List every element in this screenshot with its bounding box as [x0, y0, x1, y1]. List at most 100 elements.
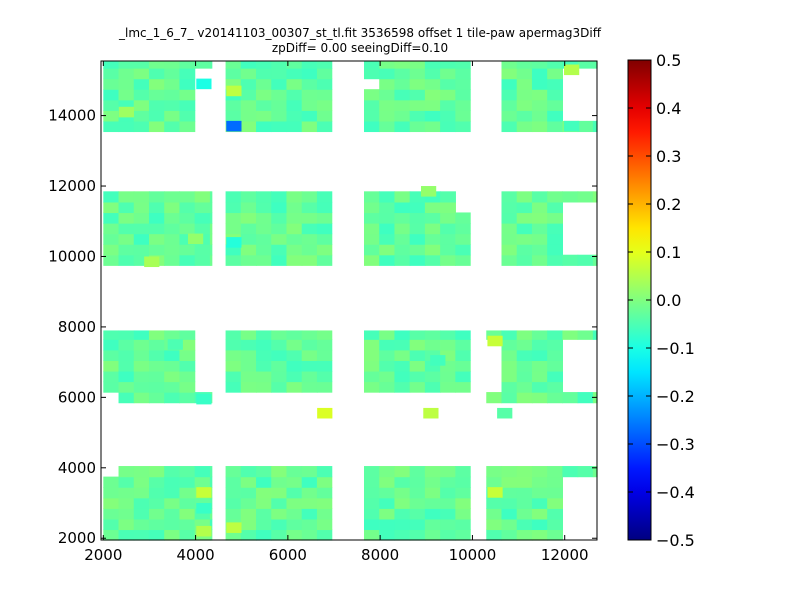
heatmap-cell — [103, 508, 120, 520]
heatmap-cell — [164, 120, 181, 133]
heatmap-cell — [516, 212, 533, 224]
heatmap-cell — [240, 497, 257, 509]
heatmap-cell — [164, 349, 181, 361]
heatmap-cell — [440, 487, 456, 499]
y-tick-label: 8000 — [58, 318, 96, 336]
heatmap-cell — [179, 191, 196, 203]
heatmap-cell — [301, 254, 318, 266]
heatmap-cell — [531, 223, 548, 235]
heatmap-cell — [271, 349, 288, 361]
heatmap-cell — [256, 78, 272, 90]
heatmap-cell — [240, 61, 257, 69]
heatmap-cell — [440, 381, 456, 393]
heatmap-cell — [501, 254, 518, 266]
heatmap-cell — [531, 68, 548, 80]
colorbar-tick-label: 0.1 — [656, 243, 681, 262]
heatmap-cell — [133, 518, 150, 531]
heatmap-cell-outlier — [564, 120, 580, 132]
heatmap-cell — [118, 68, 135, 80]
heatmap-cell — [240, 254, 257, 266]
heatmap-cell — [179, 370, 196, 383]
heatmap-cell — [547, 339, 563, 351]
heatmap-cell — [256, 476, 272, 488]
heatmap-cell — [424, 487, 441, 499]
heatmap-cell — [394, 487, 411, 499]
heatmap-cell — [194, 244, 211, 256]
heatmap-cell — [240, 223, 257, 235]
heatmap-cell — [424, 61, 441, 69]
colorbar-tick-label: 0.0 — [656, 291, 681, 310]
plot-frame — [100, 60, 598, 541]
heatmap-cell — [547, 89, 563, 101]
chart-subtitle: zpDiff= 0.00 seeingDiff=0.10 — [271, 41, 449, 55]
heatmap-cell — [133, 223, 150, 235]
heatmap-cell — [118, 233, 135, 245]
heatmap-cell — [547, 518, 563, 531]
heatmap-cell — [364, 529, 380, 541]
heatmap-cell — [148, 339, 165, 351]
heatmap-cell — [118, 61, 135, 69]
heatmap-cell — [118, 349, 135, 361]
heatmap-cell — [394, 110, 411, 122]
heatmap-cell — [379, 508, 396, 520]
heatmap-cell — [516, 370, 533, 383]
heatmap-cell — [164, 370, 181, 383]
heatmap-cell — [179, 360, 196, 372]
heatmap-cell — [516, 330, 533, 340]
heatmap-cell — [133, 360, 150, 372]
heatmap-cell — [440, 89, 456, 101]
heatmap-cell — [103, 381, 120, 393]
heatmap-cell — [501, 529, 518, 541]
heatmap-cell — [501, 349, 518, 361]
heatmap-cell — [240, 476, 257, 488]
heatmap-cell — [103, 476, 120, 488]
colorbar-tick-label: −0.5 — [656, 531, 695, 550]
heatmap-cell — [103, 244, 120, 256]
heatmap-cell — [301, 244, 318, 256]
heatmap-cell — [577, 61, 594, 69]
heatmap-cell-outlier — [196, 78, 212, 90]
heatmap-cell — [316, 254, 333, 266]
heatmap-cell — [271, 120, 288, 133]
heatmap-cell — [286, 191, 303, 203]
heatmap-cell — [148, 508, 165, 520]
heatmap-cell — [271, 339, 288, 351]
heatmap-cell — [531, 212, 548, 224]
heatmap-cell — [148, 529, 165, 541]
heatmap-cell — [547, 233, 563, 245]
heatmap-cell — [577, 120, 594, 133]
heatmap-cell — [409, 370, 426, 383]
heatmap-cell — [271, 201, 288, 214]
heatmap-cell — [501, 518, 518, 531]
heatmap-cell — [103, 120, 120, 133]
heatmap-cell — [547, 392, 563, 404]
heatmap-cell — [301, 487, 318, 499]
heatmap-cell — [225, 381, 242, 393]
heatmap-cell — [133, 201, 150, 214]
heatmap-cell — [424, 254, 441, 266]
heatmap-cell — [592, 330, 598, 340]
heatmap-cell — [531, 349, 548, 361]
heatmap-cell-outlier — [144, 256, 160, 268]
heatmap-cell — [516, 254, 533, 266]
heatmap-cell — [455, 339, 471, 351]
heatmap-cell — [179, 99, 196, 111]
heatmap-cell — [164, 360, 181, 372]
heatmap-cell — [440, 233, 456, 245]
heatmap-cell — [256, 233, 272, 245]
heatmap-cell — [440, 339, 456, 351]
heatmap-cell — [256, 487, 272, 499]
heatmap-cell — [455, 497, 471, 509]
heatmap-cell — [240, 89, 257, 101]
heatmap-cell — [364, 244, 380, 256]
heatmap-cell — [271, 244, 288, 256]
heatmap-cell — [516, 529, 533, 541]
heatmap-cell — [148, 360, 165, 372]
heatmap-cell-outlier — [317, 407, 333, 419]
heatmap-cell — [364, 360, 380, 372]
heatmap-cell — [133, 110, 150, 122]
heatmap-cell — [364, 330, 380, 340]
heatmap-cell — [256, 254, 272, 266]
heatmap-cell — [409, 497, 426, 509]
heatmap-cell — [424, 110, 441, 122]
